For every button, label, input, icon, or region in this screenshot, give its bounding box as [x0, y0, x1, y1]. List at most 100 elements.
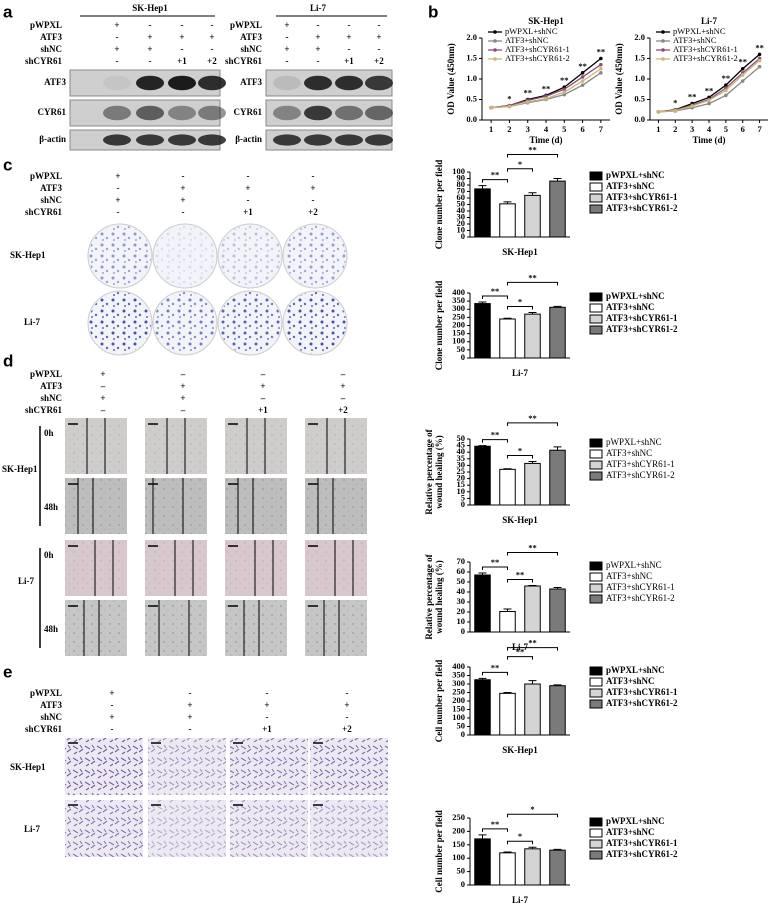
blot-band: [103, 75, 131, 91]
legend-marker: [661, 30, 665, 34]
blot-title: SK-Hep1: [132, 3, 168, 13]
series-point: [562, 90, 567, 94]
significance-mark: **: [523, 87, 532, 97]
y-tick-label: 250: [452, 812, 465, 822]
significance-mark: **: [597, 46, 606, 56]
wound-texture: [145, 600, 207, 656]
wound-texture: [65, 600, 127, 656]
condition-label: shNC: [40, 44, 62, 54]
bar: [499, 611, 516, 633]
legend-swatch: [589, 204, 603, 214]
condition-sign: –: [340, 369, 346, 379]
blot-band: [198, 134, 226, 146]
legend-swatch: [589, 817, 603, 827]
legend-label: ATF3+shCYR61-2: [505, 53, 570, 63]
y-tick-label: 150: [452, 839, 465, 849]
condition-sign: –: [180, 405, 186, 415]
legend-label: ATF3+shCYR61-2: [606, 593, 675, 603]
y-tick-label: 300: [452, 678, 465, 688]
error-bar: [478, 834, 487, 839]
panel-letter: a: [3, 2, 13, 21]
y-axis-label: wound healing (%): [434, 435, 444, 509]
error-bar: [528, 846, 537, 849]
bar: [474, 188, 491, 238]
band-label: β-actin: [235, 134, 262, 144]
series-point: [580, 71, 585, 75]
wound-texture: [305, 478, 367, 534]
y-tick-label: 70: [457, 556, 466, 566]
y-axis-label: wound healing (%): [434, 560, 444, 634]
legend-swatch: [589, 182, 603, 192]
wound-texture: [65, 418, 127, 474]
legend-swatch: [589, 325, 603, 335]
condition-label: ATF3: [240, 32, 262, 42]
legend-marker: [661, 57, 665, 61]
wound-texture: [145, 418, 207, 474]
condition-label: ATF3: [40, 381, 62, 391]
condition-label: shCYR61: [25, 56, 63, 66]
x-axis-label: Li-7: [512, 895, 529, 905]
bar: [474, 445, 491, 506]
error-bar: [478, 677, 487, 680]
x-tick-label: 7: [599, 124, 604, 134]
condition-sign: -: [247, 171, 250, 181]
condition-label: ATF3: [40, 32, 62, 42]
legend-label: ATF3+shCYR61-2: [606, 470, 675, 480]
condition-label: shNC: [40, 712, 62, 722]
x-axis-label: Time (d): [529, 135, 562, 145]
x-tick-label: 2: [507, 124, 511, 134]
bar: [499, 468, 516, 506]
legend-label: pWPXL+shNC: [606, 816, 665, 826]
significance-mark: **: [738, 57, 747, 67]
legend-label: ATF3+shNC: [606, 827, 654, 837]
series-point: [724, 88, 728, 93]
y-tick-label: 200: [452, 319, 465, 329]
legend-label: pWPXL+shNC: [505, 26, 558, 36]
significance-mark: **: [528, 542, 537, 552]
legend-swatch: [589, 471, 603, 481]
condition-sign: -: [211, 20, 214, 30]
x-axis-label: Time (d): [692, 135, 725, 145]
significance-mark: **: [491, 819, 500, 829]
significance-bracket: [482, 828, 508, 832]
condition-label: pWPXL: [30, 688, 62, 698]
error-bar: [553, 178, 562, 182]
series-point: [690, 104, 694, 108]
y-tick-label: 15: [457, 479, 466, 489]
series-point: [525, 100, 530, 104]
colony-stain: [284, 292, 346, 354]
band-label: β-actin: [39, 134, 66, 144]
timepoint-label: 0h: [44, 428, 54, 438]
y-tick-label: 0: [461, 499, 465, 509]
legend-swatch: [589, 460, 603, 470]
condition-sign: +: [109, 712, 114, 722]
series-point: [656, 110, 661, 114]
chart-title: Li-7: [701, 16, 718, 26]
x-tick-label: 6: [741, 124, 745, 134]
condition-sign: –: [260, 369, 266, 379]
y-tick-label: 400: [452, 287, 465, 297]
legend-marker: [661, 48, 665, 52]
y-tick-label: 100: [452, 852, 465, 862]
significance-mark: **: [491, 430, 500, 440]
condition-label: shNC: [240, 44, 262, 54]
row-label: SK-Hep1: [10, 762, 46, 772]
series-point: [507, 104, 512, 109]
y-tick-label: 50: [457, 433, 466, 443]
error-bar: [478, 572, 487, 575]
legend-marker: [493, 57, 497, 61]
blot-band: [103, 105, 131, 121]
transwell-cells: [148, 800, 226, 857]
transwell-cells: [310, 800, 388, 857]
blot-band: [365, 75, 393, 91]
condition-sign: +: [100, 393, 105, 403]
x-tick-label: 6: [580, 124, 584, 134]
condition-sign: +: [187, 712, 192, 722]
series-point: [599, 62, 603, 67]
y-tick-label: 400: [452, 661, 465, 671]
legend-label: ATF3+shCYR61-1: [505, 44, 570, 54]
legend-swatch: [589, 688, 603, 698]
y-axis-label: OD Value (450nm): [446, 43, 456, 115]
blot-band: [103, 134, 131, 146]
legend-label: ATF3+shNC: [606, 448, 652, 458]
